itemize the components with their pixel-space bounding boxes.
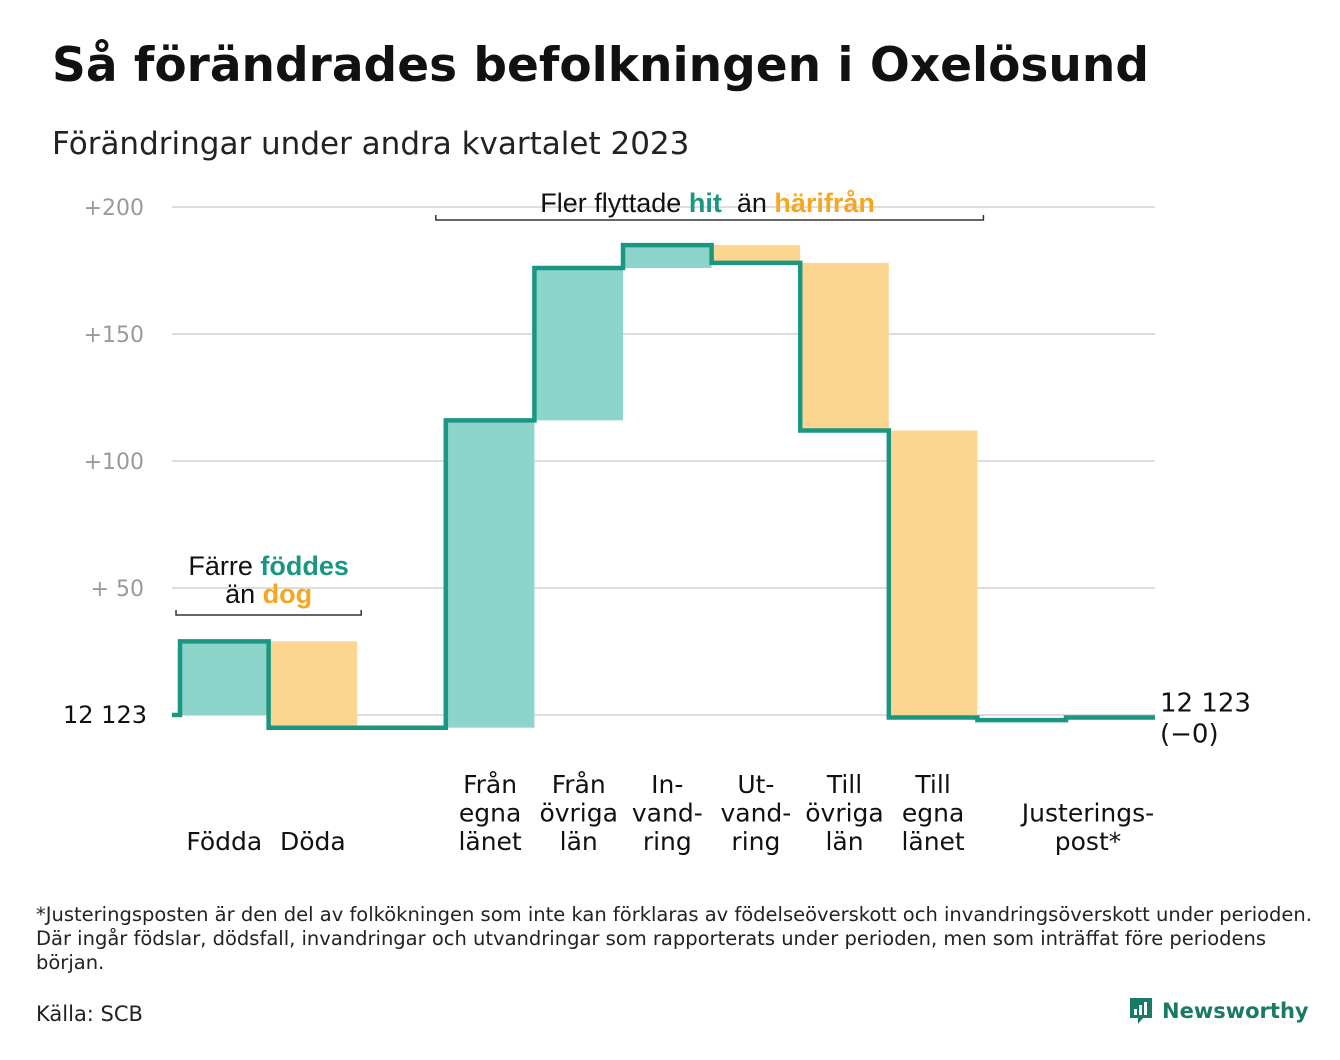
bar-till-ovriga-lan [800, 262, 889, 431]
bar-invandring [623, 245, 712, 268]
brand-logo: Newsworthy [1128, 996, 1309, 1026]
y-tick-label: + 50 [91, 577, 144, 602]
x-category-label-utvandring: Ut-vand-ring [720, 770, 791, 856]
cumulative-step-line [172, 242, 1155, 730]
bar-till-egna-lanet [888, 430, 978, 718]
x-category-label-justeringspost: Justerings-post* [1020, 799, 1154, 857]
newsworthy-logo-icon [1130, 998, 1152, 1024]
bar-fran-egna-lanet [445, 420, 535, 728]
y-tick-label: +100 [84, 450, 144, 475]
chart-subtitle: Förändringar under andra kvartalet 2023 [52, 126, 690, 162]
end-population-label: 12 123 [1160, 689, 1251, 719]
x-category-label-doda: Döda [280, 827, 346, 856]
bar-fran-ovriga-lan [534, 267, 623, 421]
x-category-label-till-ovriga-lan: Till övriga län [805, 770, 884, 856]
chart-title: Så förändrades befolkningen i Oxelösund [52, 38, 1149, 93]
y-tick-label: +150 [84, 323, 144, 348]
bar-doda [268, 641, 358, 728]
x-category-label-invandring: In-vand-ring [632, 770, 703, 856]
source-credit: Källa: SCB [36, 1002, 143, 1026]
x-category-label-till-egna-lanet: Till egna länet [901, 770, 964, 856]
brand-name: Newsworthy [1162, 999, 1309, 1023]
annotation-migration-bracket [435, 215, 985, 221]
base-population-label: 12 123 [63, 701, 147, 729]
annotation-births-line1: Färre föddes [188, 551, 349, 581]
x-category-label-fran-egna-lanet: Från egna länet [458, 770, 521, 856]
y-tick-label: +200 [84, 196, 144, 221]
bar-utvandring [711, 245, 801, 263]
waterfall-chart: +200 +150 +100 + 50 12 123 Födda Döda Från egna l… [63, 188, 1251, 857]
annotation-migration: Fler flyttade hit än härifrån [540, 188, 875, 218]
bar-fodda [180, 641, 269, 715]
x-category-label-fodda: Födda [186, 827, 262, 856]
annotation-births-line2: än dog [225, 579, 312, 609]
x-category-label-fran-ovriga-lan: Från övriga län [539, 770, 618, 856]
annotation-births-bracket [175, 610, 362, 616]
footnote: *Justeringsposten är den del av folkökni… [36, 903, 1312, 974]
end-change-label: (−0) [1160, 720, 1219, 750]
